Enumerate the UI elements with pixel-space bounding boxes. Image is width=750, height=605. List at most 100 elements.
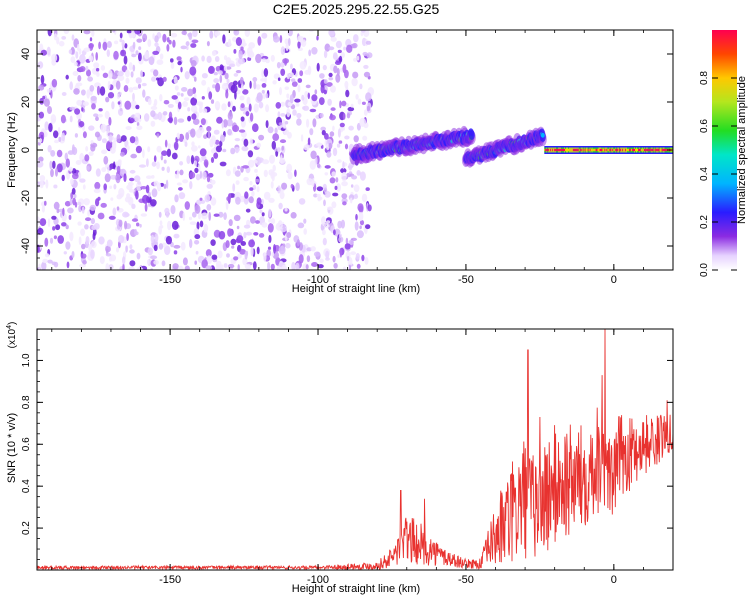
noise-blob [67, 150, 75, 155]
noise-blob [287, 171, 293, 180]
noise-blob [201, 212, 208, 220]
noise-blob [225, 57, 232, 66]
noise-blob [249, 80, 252, 89]
noise-blob [337, 128, 341, 138]
noise-blob [111, 140, 117, 151]
noise-blob [201, 55, 205, 62]
noise-blob [90, 95, 97, 101]
noise-blob [163, 183, 167, 189]
noise-blob [189, 66, 197, 76]
noise-blob [164, 139, 168, 148]
noise-blob [51, 78, 58, 88]
noise-blob [336, 183, 341, 192]
noise-blob [245, 231, 253, 236]
noise-blob [48, 122, 53, 133]
noise-blob [139, 223, 142, 228]
noise-blob [355, 94, 359, 100]
noise-blob [285, 242, 291, 249]
snr-data [37, 329, 673, 570]
noise-blob [206, 204, 212, 211]
noise-blob [173, 116, 178, 126]
noise-blob [210, 239, 216, 247]
noise-blob [165, 179, 169, 189]
noise-blob [114, 40, 119, 45]
noise-blob [61, 132, 66, 142]
noise-blob [326, 220, 331, 224]
noise-blob [38, 111, 45, 119]
noise-blob [198, 106, 203, 114]
noise-blob [202, 171, 207, 180]
noise-blob [366, 105, 371, 112]
noise-blob [142, 33, 148, 42]
noise-blob [323, 79, 328, 84]
noise-blob [196, 221, 200, 230]
noise-blob [219, 161, 227, 167]
noise-blob [131, 203, 136, 209]
noise-blob [177, 118, 185, 123]
noise-blob [286, 93, 290, 99]
noise-blob [353, 135, 359, 143]
noise-blob [362, 51, 368, 56]
noise-blob [356, 230, 364, 239]
noise-blob [206, 255, 213, 265]
spectrogram-y-ticks: -40 -20 0 20 40 [20, 29, 673, 271]
noise-blob [332, 192, 339, 197]
noise-blob [195, 250, 199, 255]
noise-blob [306, 118, 310, 128]
noise-blob [278, 245, 286, 255]
noise-blob [81, 243, 86, 250]
noise-blob [102, 41, 108, 51]
noise-blob [158, 243, 164, 250]
noise-blob [225, 66, 232, 70]
noise-blob [238, 129, 246, 133]
noise-blob [215, 82, 221, 93]
noise-blob [280, 46, 286, 55]
noise-blob [334, 60, 342, 65]
noise-blob [173, 244, 181, 249]
noise-blob [198, 145, 201, 149]
noise-blob [152, 33, 155, 40]
noise-blob [223, 119, 228, 128]
noise-blob [280, 61, 285, 68]
noise-blob [136, 122, 140, 127]
noise-blob [156, 59, 164, 65]
noise-blob [338, 233, 342, 238]
noise-blob [79, 263, 86, 268]
noise-blob [43, 98, 50, 107]
noise-blob [103, 155, 109, 165]
noise-blob [71, 168, 77, 175]
noise-blob [221, 82, 229, 91]
noise-blob [330, 85, 336, 93]
noise-blob [185, 41, 190, 47]
noise-blob [44, 200, 47, 206]
noise-blob [266, 249, 272, 257]
noise-blob [105, 96, 110, 103]
noise-blob [223, 212, 227, 221]
noise-blob [324, 43, 331, 52]
noise-blob [298, 254, 304, 264]
noise-blob [63, 30, 70, 35]
noise-blob [56, 149, 63, 158]
noise-blob [129, 136, 136, 144]
noise-blob [350, 103, 354, 108]
noise-blob [256, 197, 262, 205]
noise-blob [88, 243, 93, 252]
noise-blob [80, 228, 86, 236]
noise-blob [69, 106, 76, 111]
noise-blob [265, 104, 270, 113]
noise-blob [40, 49, 48, 56]
noise-blob [333, 65, 338, 74]
noise-blob [98, 108, 103, 112]
noise-blob [62, 207, 65, 217]
noise-blob [261, 69, 265, 78]
noise-blob [328, 77, 334, 81]
noise-blob [245, 111, 250, 117]
noise-blob [140, 70, 144, 78]
noise-blob [316, 193, 321, 198]
noise-blob [201, 79, 207, 86]
noise-blob [283, 129, 289, 136]
noise-blob [184, 265, 190, 270]
noise-blob [247, 50, 255, 59]
noise-blob [61, 174, 65, 182]
